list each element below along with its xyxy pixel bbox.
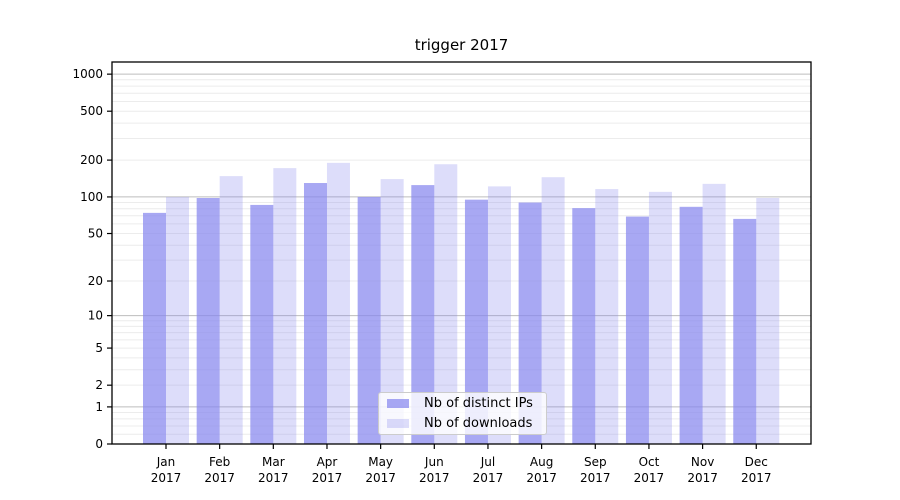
y-tick-label: 5 bbox=[95, 341, 103, 355]
legend-label: Nb of distinct IPs bbox=[424, 396, 533, 411]
x-tick-label-year: 2017 bbox=[312, 471, 343, 485]
x-tick-label-year: 2017 bbox=[634, 471, 665, 485]
y-tick-label: 200 bbox=[80, 153, 103, 167]
bar-downloads bbox=[541, 177, 565, 444]
x-tick-label: Feb bbox=[209, 455, 230, 469]
legend-swatch-downloads bbox=[387, 419, 409, 428]
bar-distinct-ips bbox=[679, 206, 703, 444]
bar-distinct-ips bbox=[464, 199, 488, 444]
bar-downloads bbox=[595, 189, 619, 444]
bar-downloads bbox=[326, 162, 350, 445]
bar-distinct-ips bbox=[625, 216, 649, 444]
x-tick-label: Nov bbox=[691, 455, 714, 469]
legend-swatch-distinct-ips bbox=[387, 399, 409, 408]
x-tick-label: Apr bbox=[317, 455, 338, 469]
bar-downloads bbox=[219, 176, 243, 444]
bar-distinct-ips bbox=[518, 202, 542, 444]
x-tick-label-year: 2017 bbox=[258, 471, 289, 485]
x-tick-label: Dec bbox=[745, 455, 768, 469]
y-tick-label: 10 bbox=[88, 309, 103, 323]
y-tick-label: 1000 bbox=[72, 67, 103, 81]
bar-downloads bbox=[273, 168, 297, 444]
chart-title: trigger 2017 bbox=[414, 36, 509, 54]
x-tick-label-year: 2017 bbox=[473, 471, 504, 485]
bar-distinct-ips bbox=[303, 183, 327, 444]
bar-distinct-ips bbox=[143, 212, 166, 444]
y-tick-label: 20 bbox=[88, 274, 103, 288]
bar-downloads bbox=[702, 183, 726, 444]
bar-downloads bbox=[487, 186, 511, 444]
bar-distinct-ips bbox=[357, 196, 381, 444]
x-tick-label: Jun bbox=[424, 455, 444, 469]
y-tick-label: 2 bbox=[95, 378, 103, 392]
x-tick-label-year: 2017 bbox=[741, 471, 772, 485]
bar-downloads bbox=[434, 164, 458, 444]
legend-entry: Nb of downloads bbox=[387, 414, 546, 434]
bar-distinct-ips bbox=[572, 208, 596, 444]
bar-downloads bbox=[648, 191, 672, 444]
x-tick-label-year: 2017 bbox=[580, 471, 611, 485]
x-tick-label-year: 2017 bbox=[419, 471, 450, 485]
legend-entry: Nb of distinct IPs bbox=[387, 394, 546, 414]
x-tick-label-year: 2017 bbox=[365, 471, 396, 485]
x-tick-label: Aug bbox=[530, 455, 553, 469]
x-tick-label-year: 2017 bbox=[687, 471, 718, 485]
x-tick-label: Mar bbox=[262, 455, 285, 469]
x-tick-label-year: 2017 bbox=[526, 471, 557, 485]
y-tick-label: 0 bbox=[95, 437, 103, 451]
bar-downloads bbox=[380, 179, 404, 444]
x-tick-label: May bbox=[368, 455, 393, 469]
bar-distinct-ips bbox=[411, 185, 435, 444]
y-tick-label: 50 bbox=[88, 227, 103, 241]
y-tick-label: 1 bbox=[95, 400, 103, 414]
x-tick-label-year: 2017 bbox=[151, 471, 182, 485]
x-tick-label-year: 2017 bbox=[204, 471, 235, 485]
x-tick-label: Jul bbox=[480, 455, 495, 469]
bar-distinct-ips bbox=[733, 218, 757, 444]
x-tick-label: Oct bbox=[639, 455, 660, 469]
legend-label: Nb of downloads bbox=[424, 416, 533, 431]
bar-distinct-ips bbox=[250, 204, 274, 444]
x-tick-label: Jan bbox=[156, 455, 176, 469]
plot-frame bbox=[111, 61, 812, 445]
x-tick-label: Sep bbox=[584, 455, 607, 469]
legend: Nb of distinct IPs Nb of downloads bbox=[378, 392, 547, 435]
bar-downloads bbox=[756, 198, 780, 444]
bar-downloads bbox=[166, 196, 189, 444]
y-tick-label: 100 bbox=[80, 190, 103, 204]
bar-distinct-ips bbox=[196, 198, 220, 444]
y-tick-label: 500 bbox=[80, 104, 103, 118]
